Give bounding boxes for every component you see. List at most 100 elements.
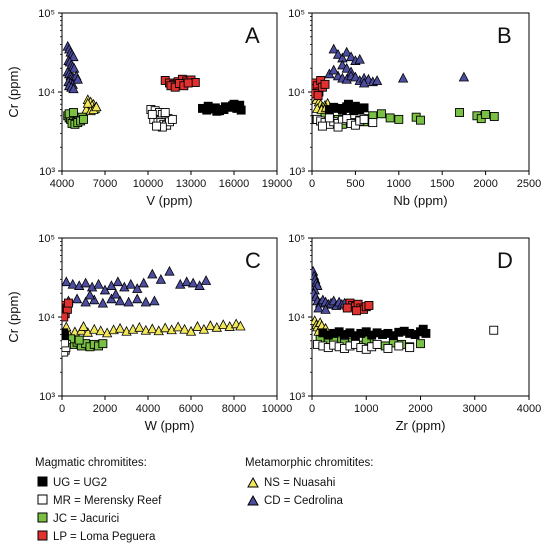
point-b-mr-13 bbox=[317, 121, 327, 131]
point-c-cd-26 bbox=[106, 293, 117, 304]
legend-marker-jc bbox=[37, 512, 48, 523]
x-tick-label-a-5: 19000 bbox=[262, 178, 293, 190]
legend-item-ns: NS = Nuasahi bbox=[247, 476, 335, 489]
y-tick-label-c-1: 10⁴ bbox=[38, 312, 55, 324]
point-b-mr-11 bbox=[359, 114, 369, 124]
point-a-ns-9 bbox=[82, 97, 93, 108]
legend-label-jc: JC = Jacurici bbox=[53, 513, 119, 525]
point-c-cd-15 bbox=[164, 265, 175, 276]
point-a-mr-15 bbox=[160, 108, 170, 117]
y-tick-label-c-0: 10³ bbox=[39, 391, 55, 403]
point-c-cd-1 bbox=[67, 278, 78, 289]
legend-item-ug: UG = UG2 bbox=[37, 476, 107, 489]
point-a-cd-9 bbox=[69, 62, 80, 73]
panel-c: C 0 2000 4000 6000 8000 10000 10³ 10⁴ 10⁵ W (ppm) C… bbox=[6, 233, 292, 433]
y-tick-label-a-1: 10⁴ bbox=[38, 87, 55, 99]
point-b-jc-19 bbox=[481, 109, 491, 119]
legend: Magmatic chromitites: Metamorphic chromi… bbox=[35, 457, 373, 543]
point-d-lp-9 bbox=[352, 306, 361, 316]
point-d-lp-7 bbox=[364, 301, 374, 310]
point-d-lp-8 bbox=[342, 303, 352, 313]
x-tick-label-d-2: 2000 bbox=[408, 403, 432, 415]
point-d-mr-11 bbox=[372, 339, 382, 349]
y-tick-label-b-1: 10⁴ bbox=[288, 87, 305, 99]
point-c-cd-4 bbox=[86, 281, 98, 292]
point-c-cd-22 bbox=[71, 293, 83, 304]
panel-d: D 0 1000 2000 3000 4000 10³ 10⁴ 10⁵ Zr (ppm) bbox=[288, 233, 541, 433]
x-tick-label-b-3: 1500 bbox=[430, 178, 454, 190]
panel-b: B 0 500 1000 1500 2000 2500 10³ 10⁴ 10⁵ Nb (ppm) bbox=[288, 8, 541, 208]
point-c-jc-9 bbox=[98, 339, 108, 349]
point-b-jc-12 bbox=[385, 113, 395, 123]
point-c-cd-31 bbox=[149, 295, 160, 306]
point-b-ug-11 bbox=[329, 102, 339, 112]
x-axis-title-a: V (ppm) bbox=[146, 193, 192, 208]
point-c-cd-16 bbox=[175, 278, 186, 289]
point-b-lp-8 bbox=[313, 91, 323, 101]
point-c-ns-19 bbox=[185, 325, 197, 336]
point-a-mr-16 bbox=[147, 109, 157, 119]
y-tick-label-b-2: 10⁵ bbox=[288, 8, 305, 20]
point-b-cd-21 bbox=[458, 71, 470, 82]
point-b-cd-4 bbox=[345, 51, 357, 62]
point-c-ns-15 bbox=[160, 322, 171, 333]
point-a-jc-11 bbox=[79, 114, 88, 124]
legend-marker-cd bbox=[247, 494, 259, 506]
point-c-ns-22 bbox=[205, 320, 216, 330]
point-c-cd-28 bbox=[123, 296, 134, 307]
panel-letter-c: C bbox=[245, 248, 261, 273]
y-tick-label-c-2: 10⁵ bbox=[38, 233, 55, 245]
point-c-cd-32 bbox=[84, 289, 96, 300]
x-axis-title-b: Nb (ppm) bbox=[393, 193, 447, 208]
point-a-jc-13 bbox=[69, 108, 78, 117]
points-a bbox=[62, 40, 246, 132]
point-c-lp-5 bbox=[63, 298, 73, 308]
point-c-ns-5 bbox=[95, 325, 106, 336]
point-a-cd-4 bbox=[68, 51, 79, 62]
point-c-ns-18 bbox=[179, 323, 190, 334]
y-axis-title-a: Cr (ppm) bbox=[6, 66, 21, 117]
legend-item-cd: CD = Cedrolina bbox=[247, 494, 344, 507]
point-a-cd-21 bbox=[68, 83, 79, 94]
point-c-cd-11 bbox=[132, 283, 143, 293]
legend-label-cd: CD = Cedrolina bbox=[264, 495, 344, 507]
point-c-cd-29 bbox=[132, 293, 143, 304]
legend-item-jc: JC = Jacurici bbox=[37, 512, 119, 525]
point-a-mr-12 bbox=[167, 114, 177, 124]
legend-label-mr: MR = Merensky Reef bbox=[53, 495, 162, 507]
point-b-mr-12 bbox=[368, 118, 378, 128]
point-c-lp-6 bbox=[62, 312, 69, 322]
point-c-cd-33 bbox=[110, 288, 121, 299]
panel-letter-b: B bbox=[497, 23, 512, 48]
legend-label-lp: LP = Loma Peguera bbox=[53, 531, 156, 543]
x-tick-label-d-1: 1000 bbox=[354, 403, 378, 415]
x-axis-title-d: Zr (ppm) bbox=[396, 418, 446, 433]
point-b-lp-6 bbox=[320, 79, 330, 89]
x-tick-label-c-3: 6000 bbox=[179, 403, 203, 415]
panel-a: A 4000 7000 10000 13000 16000 19000 10³ 10⁴ 10⁵ V … bbox=[6, 8, 292, 208]
point-c-cd-24 bbox=[89, 294, 100, 305]
point-b-mr-15 bbox=[333, 122, 343, 132]
point-c-ns-11 bbox=[134, 321, 145, 332]
point-b-cd-13 bbox=[350, 71, 361, 82]
point-c-ns-27 bbox=[235, 320, 246, 331]
point-b-cd-0 bbox=[328, 43, 339, 54]
x-tick-label-a-0: 4000 bbox=[50, 178, 74, 190]
point-d-cd-20 bbox=[313, 302, 324, 313]
points-b bbox=[312, 43, 499, 132]
point-a-ns-10 bbox=[91, 101, 102, 112]
point-a-ug-11 bbox=[212, 106, 222, 116]
y-tick-label-b-0: 10³ bbox=[289, 166, 305, 178]
point-b-cd-24 bbox=[354, 53, 365, 64]
point-a-ug-10 bbox=[203, 101, 213, 111]
point-c-cd-13 bbox=[147, 268, 158, 279]
x-tick-label-b-5: 2500 bbox=[517, 178, 541, 190]
x-tick-label-a-1: 7000 bbox=[93, 178, 117, 190]
point-d-mr-15 bbox=[489, 325, 499, 335]
point-c-cd-10 bbox=[125, 278, 136, 289]
point-c-ns-25 bbox=[224, 321, 235, 331]
point-c-ns-24 bbox=[218, 319, 229, 330]
panel-letter-a: A bbox=[245, 23, 260, 48]
